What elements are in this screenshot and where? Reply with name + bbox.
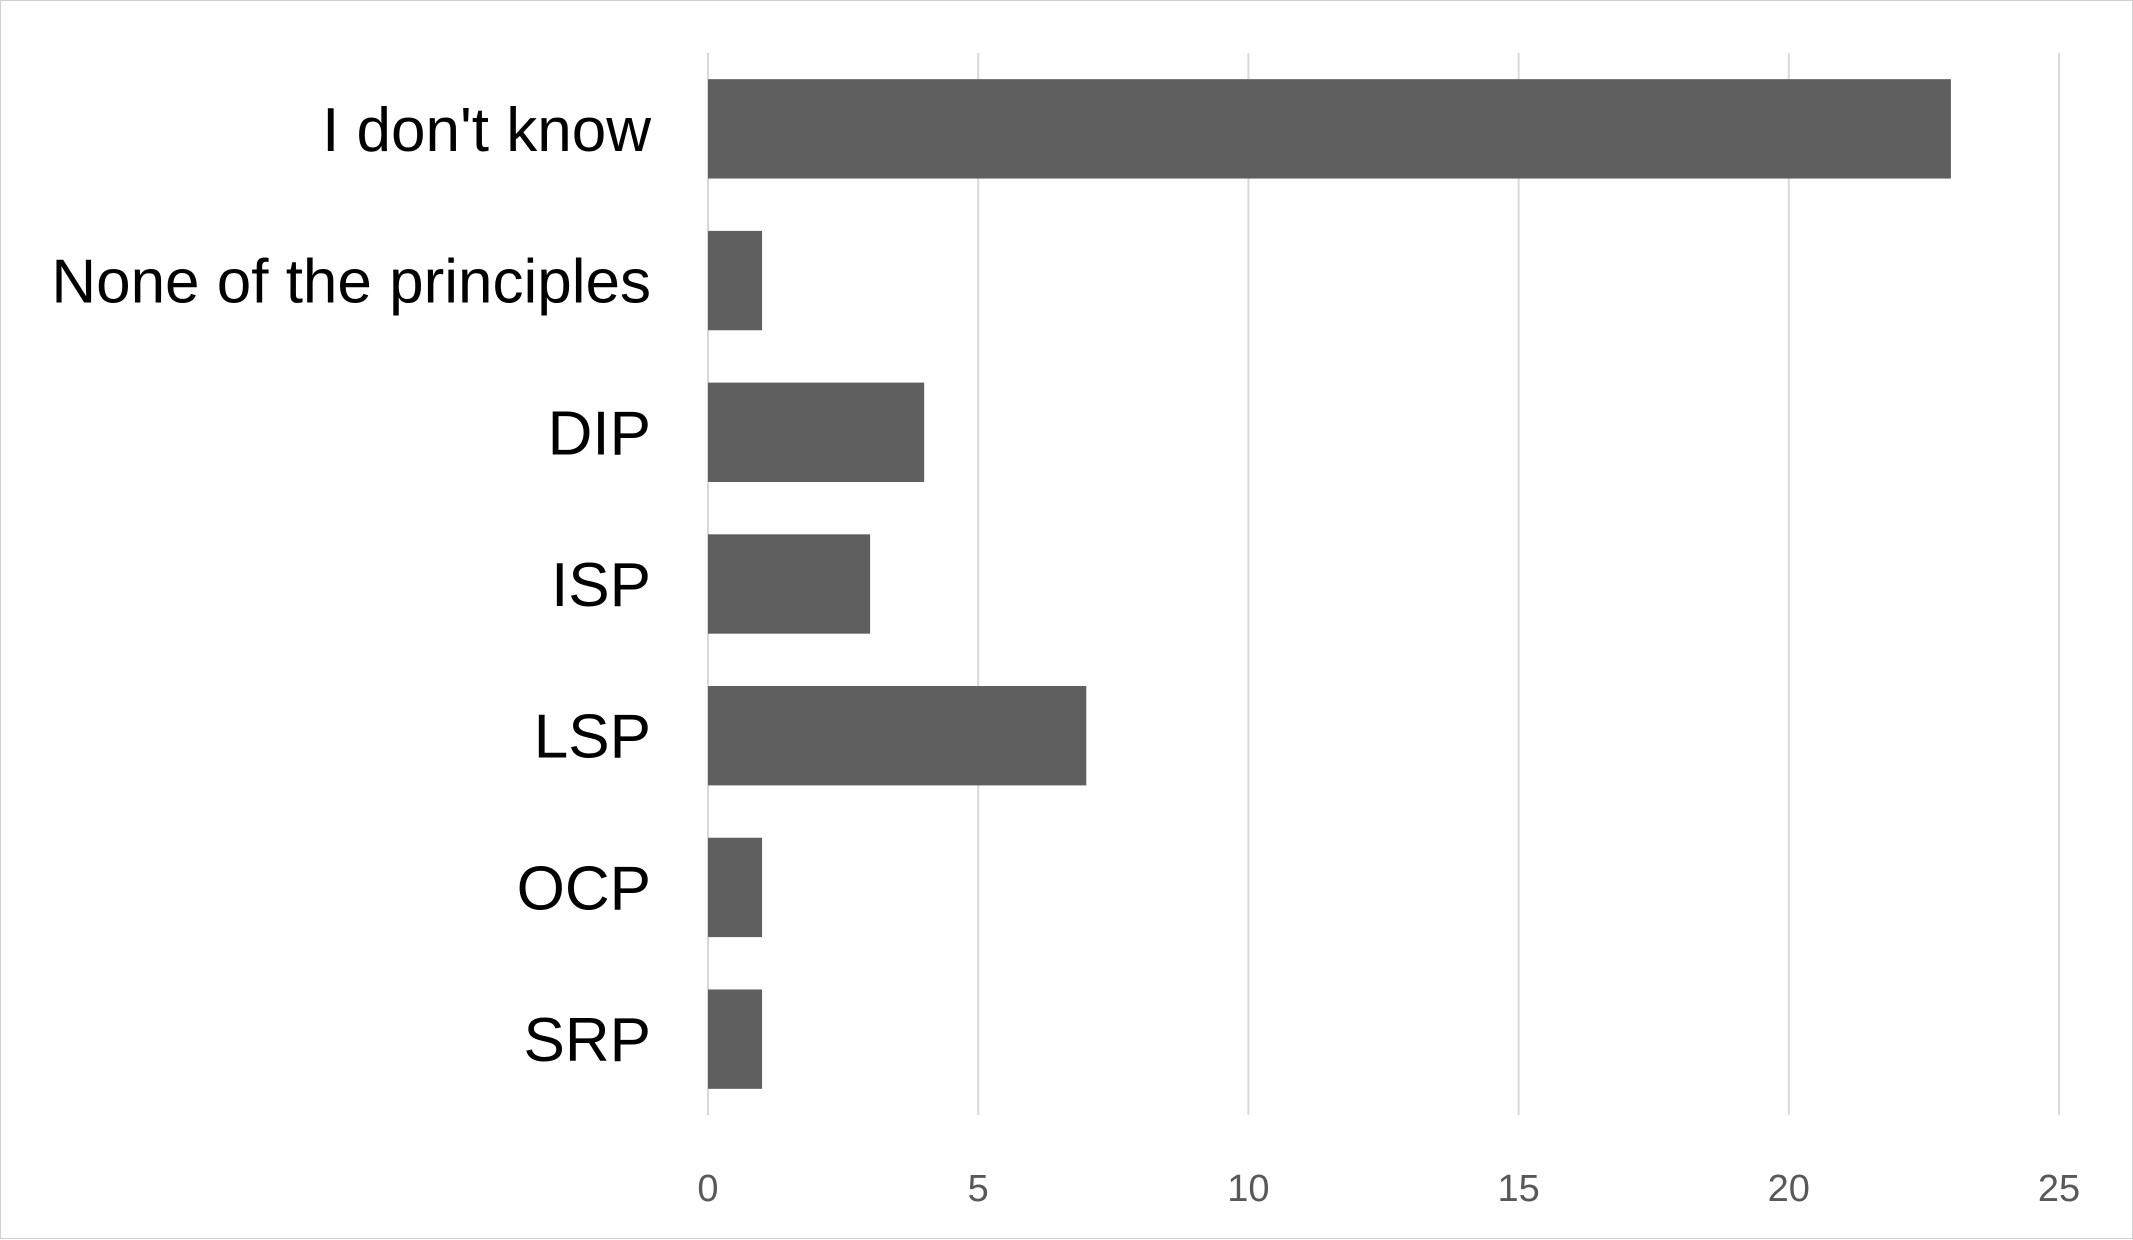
bar xyxy=(708,79,1951,179)
category-label: None of the principles xyxy=(51,248,651,317)
x-tick-label: 20 xyxy=(1768,1168,1810,1210)
category-label: LSP xyxy=(534,703,651,772)
x-tick-label: 0 xyxy=(697,1168,718,1210)
bar xyxy=(708,989,763,1089)
category-label: DIP xyxy=(548,399,651,468)
x-tick-label: 5 xyxy=(968,1168,989,1210)
bar xyxy=(708,837,763,938)
x-tick-label: 10 xyxy=(1227,1168,1269,1210)
category-label: SRP xyxy=(524,1006,651,1075)
bar-layer xyxy=(708,79,1951,1089)
bar xyxy=(708,230,763,331)
x-tick-labels: 0 5 10 15 20 25 xyxy=(697,1168,2080,1210)
grid-layer xyxy=(707,53,2060,1115)
category-labels: I don't know None of the principles DIP ISP… xyxy=(51,96,651,1075)
bar xyxy=(708,534,871,634)
x-tick-label: 25 xyxy=(2038,1168,2080,1210)
category-label: ISP xyxy=(551,551,651,620)
category-label: I don't know xyxy=(322,96,651,165)
category-label: OCP xyxy=(517,854,651,923)
bar xyxy=(708,382,925,482)
bar xyxy=(708,686,1087,786)
x-tick-label: 15 xyxy=(1497,1168,1539,1210)
